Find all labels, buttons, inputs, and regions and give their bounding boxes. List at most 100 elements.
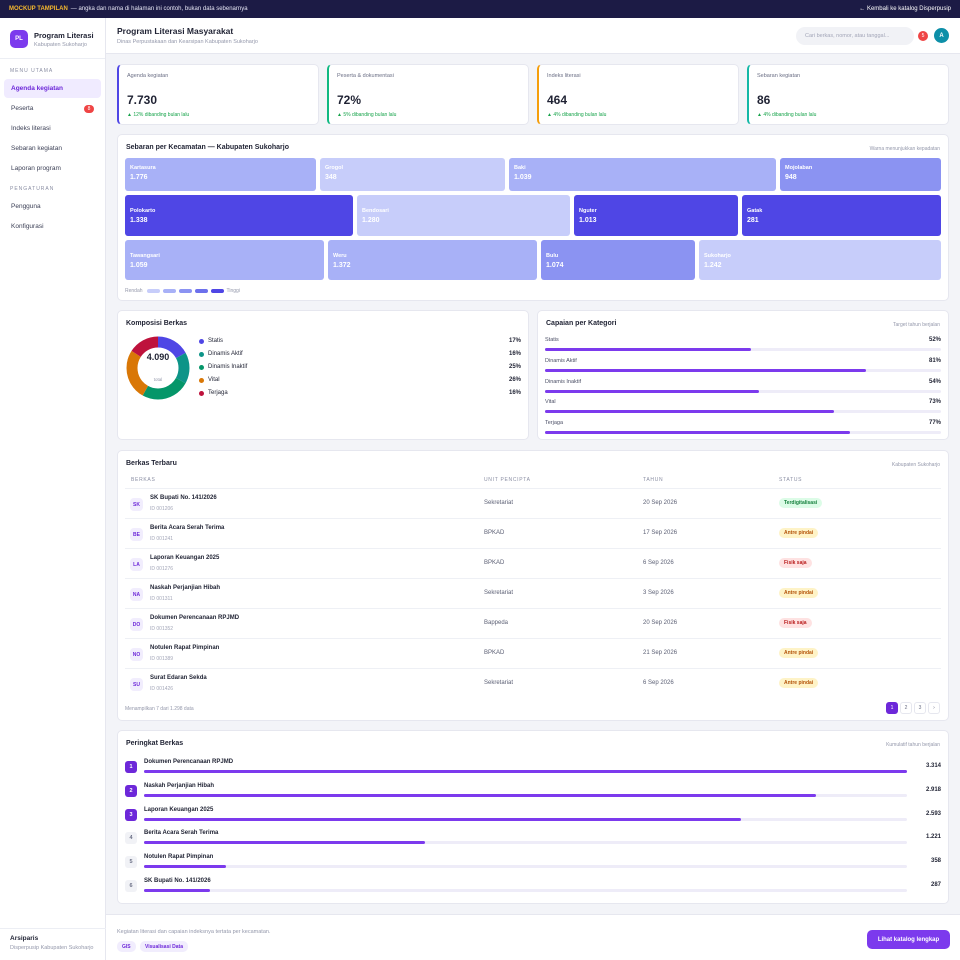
legend-label: Vital [208,377,220,383]
stat-label: Agenda kegiatan [127,73,169,79]
notification-badge[interactable]: 5 [918,31,928,41]
page-footer: Kegiatan literasi dan capaian indeksnya … [106,914,960,960]
sidebar-item-label: Sebaran kegiatan [11,145,62,152]
stat-card-agenda: Agenda kegiatan 7.730 ▲ 12% dibanding bu… [117,64,319,125]
table-row[interactable]: NA Naskah Perjanjian Hibah ID 001311 Sekret… [125,578,941,608]
progress-fill [545,369,866,372]
mockup-text: — angka dan nama di halaman ini contoh, … [70,6,248,12]
file-initials: SU [130,678,143,691]
table-summary: Menampilkan 7 dari 1.298 data [125,706,194,712]
rank-title: SK Bupati No. 141/2026 [144,878,211,884]
stat-label: Indeks literasi [547,73,581,79]
table-row[interactable]: SU Surat Edaran Sekda ID 001426 Sekretariat… [125,668,941,698]
rank-value: 2.918 [925,787,941,793]
legend-dot [199,377,204,383]
achievement-pct: 54% [928,379,941,385]
legend-high-label: Tinggi [226,288,240,294]
rank-title: Dokumen Perencanaan RPJMD [144,759,234,765]
sidebar-item-pengguna[interactable]: Pengguna [4,197,101,216]
search-input[interactable] [796,27,914,45]
donut-slice-terjaga [126,336,190,400]
sidebar-item-agenda[interactable]: Agenda kegiatan [4,79,101,98]
district-tile-weru[interactable]: Weru 1.372 [328,240,537,280]
table-row[interactable]: NO Notulen Rapat Pimpinan ID 001389 BPKAD 21… [125,638,941,668]
file-unit: Sekretariat [484,680,514,686]
page-button-1[interactable]: 1 [886,702,898,714]
file-title: Naskah Perjanjian Hibah [150,585,221,591]
column-header-status: STATUS [779,477,803,483]
district-value: 1.059 [130,262,148,269]
legend-swatch [146,289,160,293]
table-row[interactable]: DO Dokumen Perencanaan RPJMD ID 001352 Bapp… [125,608,941,638]
district-tile-sukoharjo[interactable]: Sukoharjo 1.242 [699,240,941,280]
rank-track [144,770,907,773]
view-catalog-button[interactable]: Lihat katalog lengkap [867,930,950,949]
file-id: ID 001389 [150,656,174,662]
district-tile-nguter[interactable]: Nguter 1.013 [574,195,738,236]
ranking-row: 3 Laporan Keuangan 2025 2.593 [125,807,941,833]
district-tile-tawangsari[interactable]: Tawangsari 1.059 [125,240,324,280]
mockup-label: MOCKUP TAMPILAN [9,6,68,12]
sidebar-item-peserta[interactable]: Peserta 8 [4,99,101,118]
sidebar-item-sebaran[interactable]: Sebaran kegiatan [4,139,101,158]
district-value: 1.280 [362,217,380,224]
achievement-pct: 81% [928,358,941,364]
progress-track [545,348,941,351]
district-name: Baki [514,165,526,171]
legend-item: Statis 17% [199,338,521,344]
district-tile-kartasura[interactable]: Kartasura 1.776 [125,158,316,191]
district-name: Polokarto [130,208,156,214]
table-row[interactable]: SK SK Bupati No. 141/2026 ID 001206 Sekreta… [125,488,941,518]
rank-fill [144,770,907,773]
district-tile-gatak[interactable]: Gatak 281 [742,195,941,236]
page-button-3[interactable]: 3 [914,702,926,714]
district-tile-mojolaban[interactable]: Mojolaban 948 [780,158,941,191]
file-title: Surat Edaran Sekda [150,675,207,681]
composition-donut-chart [126,336,190,400]
district-tile-baki[interactable]: Baki 1.039 [509,158,776,191]
achievement-label: Dinamis Aktif [545,358,577,364]
district-value: 1.074 [546,262,564,269]
avatar[interactable]: A [934,28,949,43]
stat-delta: ▲ 4% dibanding bulan lalu [547,112,607,118]
legend-item: Vital 26% [199,377,521,383]
table-row[interactable]: LA Laporan Keuangan 2025 ID 001276 BPKAD 6 S… [125,548,941,578]
stat-label: Peserta & dokumentasi [337,73,394,79]
district-tile-bendosari[interactable]: Bendosari 1.280 [357,195,570,236]
stat-value: 7.730 [127,93,158,107]
file-date: 3 Sep 2026 [643,590,674,596]
footer-text: Kegiatan literasi dan capaian indeksnya … [117,929,271,935]
back-to-catalog-link[interactable]: ← Kembali ke katalog Disperpusip [859,6,951,12]
table-row[interactable]: BE Berita Acara Serah Terima ID 001241 BPKA… [125,518,941,548]
page-button-2[interactable]: 2 [900,702,912,714]
ranking-card: Peringkat Berkas Kumulatif tahun berjala… [117,730,949,904]
sidebar-item-konfigurasi[interactable]: Konfigurasi [4,217,101,236]
rank-title: Laporan Keuangan 2025 [144,807,214,813]
district-tile-polokarto[interactable]: Polokarto 1.338 [125,195,353,236]
sidebar-item-indeks[interactable]: Indeks literasi [4,119,101,138]
ranking-row: 6 SK Bupati No. 141/2026 287 [125,878,941,904]
stat-card-indeks: Indeks literasi 464 ▲ 4% dibanding bulan… [537,64,739,125]
achievement-row: Vital 73% [545,399,941,413]
district-tile-grogol[interactable]: Grogol 348 [320,158,505,191]
achievement-label: Statis [545,337,559,343]
next-page-button[interactable]: › [928,702,940,714]
sidebar-item-laporan[interactable]: Laporan program [4,159,101,178]
legend-swatch [194,289,208,293]
file-title: Dokumen Perencanaan RPJMD [150,615,240,621]
district-name: Nguter [579,208,597,214]
district-value: 1.242 [704,262,722,269]
sidebar-item-label: Peserta [11,105,34,112]
sidebar-item-label: Agenda kegiatan [11,85,64,92]
sidebar-footer: Arsiparis Disperpusip Kabupaten Sukoharj… [0,927,106,960]
status-badge: Terdigitalisasi [779,498,823,508]
sidebar-item-label: Indeks literasi [11,125,51,132]
district-name: Mojolaban [785,165,813,171]
rank-number: 2 [125,785,137,797]
brand: PL Program Literasi Kabupaten Sukoharjo [0,18,105,59]
achievement-label: Dinamis Inaktif [545,379,582,385]
file-title: Notulen Rapat Pimpinan [150,645,220,651]
rank-fill [144,841,426,844]
district-tile-bulu[interactable]: Bulu 1.074 [541,240,695,280]
achievement-label: Terjaga [545,420,564,426]
